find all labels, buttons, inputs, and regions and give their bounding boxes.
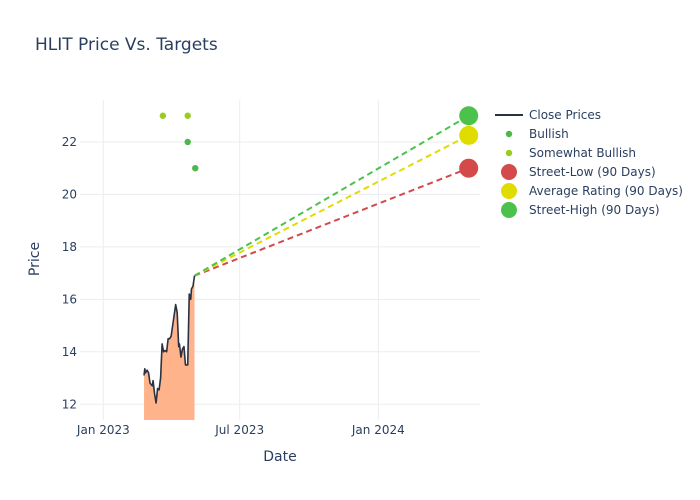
chart-title: HLIT Price Vs. Targets: [35, 35, 218, 55]
x-axis-ticks: Jan 2023 Jul 2023 Jan 2024: [76, 423, 405, 437]
price-area-fill: [144, 275, 195, 420]
x-tick-label: Jul 2023: [214, 423, 264, 437]
y-tick-label: 14: [62, 345, 77, 359]
target-line-street-low: [194, 167, 470, 277]
x-axis-label: Date: [263, 449, 296, 465]
legend-swatch-marker: [505, 130, 513, 138]
plot-area: [143, 106, 479, 420]
y-axis-ticks: 12 14 16 18 20 22: [62, 135, 77, 411]
legend-label: Close Prices: [529, 108, 601, 122]
legend-label: Street-Low (90 Days): [529, 165, 656, 179]
y-tick-label: 12: [62, 397, 77, 411]
y-tick-label: 16: [62, 292, 77, 306]
legend-label: Street-High (90 Days): [529, 203, 660, 217]
legend-swatch-target: [501, 202, 517, 218]
legend-label: Somewhat Bullish: [529, 146, 636, 160]
legend-swatch-target: [501, 183, 517, 199]
legend-label: Average Rating (90 Days): [529, 184, 683, 198]
x-tick-label: Jan 2024: [351, 423, 405, 437]
bullish-marker: [192, 164, 199, 172]
target-endpoint-street-low: [459, 158, 479, 178]
legend-swatch-target: [501, 164, 517, 180]
close-price-line: [143, 275, 196, 404]
target-line-average: [194, 134, 470, 277]
legend: Close Prices Bullish Somewhat Bullish Stree…: [495, 108, 683, 218]
x-tick-label: Jan 2023: [76, 423, 130, 437]
legend-swatch-marker: [505, 149, 513, 157]
y-axis-label: Price: [27, 242, 43, 276]
y-tick-label: 20: [62, 187, 77, 201]
y-tick-label: 18: [62, 240, 77, 254]
target-endpoint-street-high: [459, 106, 479, 126]
y-tick-label: 22: [62, 135, 77, 149]
grid: [80, 100, 480, 420]
bullish-marker: [184, 138, 191, 146]
somewhat-bullish-marker: [184, 112, 191, 119]
legend-label: Bullish: [529, 127, 569, 141]
target-endpoint-average: [459, 125, 479, 145]
target-line-street-high: [193, 114, 470, 277]
somewhat-bullish-marker: [159, 112, 167, 119]
